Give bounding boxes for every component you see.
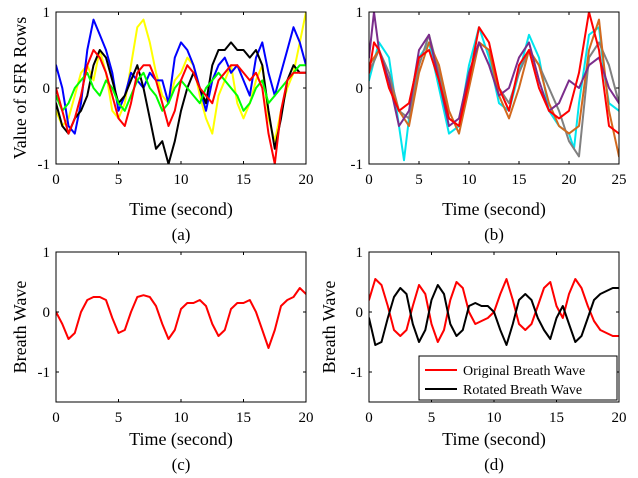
- x-tick-label: 15: [236, 410, 251, 426]
- legend-box: [418, 355, 618, 401]
- x-tick-label: 15: [549, 410, 564, 426]
- y-axis-label: Breath Wave: [10, 281, 30, 374]
- panel-d: 0 5 10 15 20 -1 0 1 Time (second) Breath Wave (d) O…: [319, 245, 627, 474]
- x-tick-label: 5: [428, 410, 436, 426]
- x-tick-label: 20: [299, 172, 314, 188]
- y-tick-label: 1: [356, 5, 364, 21]
- x-tick-label: 20: [612, 410, 627, 426]
- x-tick-label: 10: [462, 172, 477, 188]
- x-axis-label: Time (second): [129, 199, 233, 220]
- x-tick-label: 15: [512, 172, 527, 188]
- y-axis-label: Breath Wave: [319, 281, 339, 374]
- y-tick-label: -1: [38, 365, 51, 381]
- x-tick-label: 0: [52, 410, 60, 426]
- x-tick-label: 10: [487, 410, 502, 426]
- x-tick-label: 5: [415, 172, 423, 188]
- x-axis-label: Time (second): [129, 429, 233, 450]
- x-tick-label: 5: [115, 172, 123, 188]
- panel-caption: (a): [172, 225, 191, 244]
- x-tick-label: 10: [174, 172, 189, 188]
- panel-c: 0 5 10 15 20 -1 0 1 Time (second) Breath Wave (c): [10, 245, 314, 474]
- x-tick-label: 15: [236, 172, 251, 188]
- y-tick-label: 1: [43, 5, 51, 21]
- panel-caption: (b): [484, 225, 504, 244]
- y-tick-label: -1: [351, 157, 364, 173]
- series-line-0: [56, 12, 306, 143]
- panel-caption: (c): [172, 455, 191, 474]
- series-line-2: [369, 18, 619, 158]
- x-tick-label: 0: [365, 410, 373, 426]
- x-tick-label: 10: [174, 410, 189, 426]
- y-tick-label: 0: [43, 305, 51, 321]
- y-tick-label: 0: [356, 81, 364, 97]
- x-axis-label: Time (second): [442, 199, 546, 220]
- series-line-4: [369, 12, 619, 135]
- x-tick-label: 25: [612, 172, 627, 188]
- series-line-1: [56, 18, 306, 135]
- y-tick-label: 1: [43, 245, 51, 261]
- y-tick-label: -1: [38, 157, 51, 173]
- x-tick-label: 20: [299, 410, 314, 426]
- y-tick-label: -1: [351, 365, 364, 381]
- x-axis-label: Time (second): [442, 429, 546, 450]
- panel-caption: (d): [484, 455, 504, 474]
- series-line-4: [56, 49, 306, 164]
- y-tick-label: 0: [356, 305, 364, 321]
- x-tick-label: 0: [365, 172, 373, 188]
- series-line-rotated-breath-wave: [369, 284, 619, 346]
- series-line-0: [56, 287, 306, 349]
- x-tick-label: 0: [52, 172, 60, 188]
- x-tick-label: 20: [562, 172, 577, 188]
- legend-label: Rotated Breath Wave: [463, 383, 582, 398]
- legend-label: Original Breath Wave: [463, 364, 585, 379]
- series-line-original-breath-wave: [369, 278, 619, 343]
- legend: Original Breath Wave Rotated Breath Wave: [418, 355, 618, 401]
- y-tick-label: 1: [356, 245, 364, 261]
- x-tick-label: 5: [115, 410, 123, 426]
- y-axis-label: Value of SFR Rows: [10, 17, 30, 160]
- plot-frame: [55, 251, 307, 403]
- y-tick-label: 0: [43, 81, 51, 97]
